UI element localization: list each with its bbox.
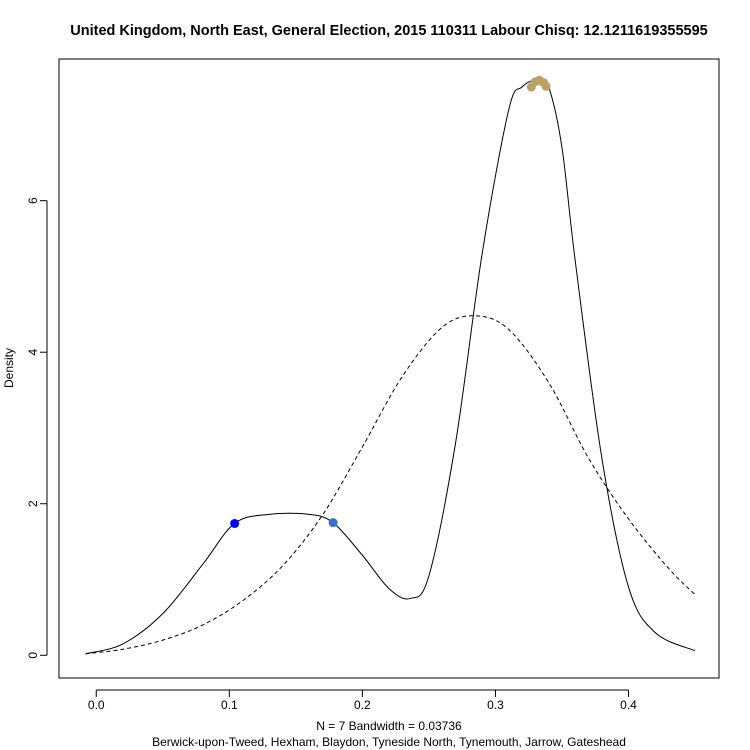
x-tick-label: 0.0 <box>88 698 105 712</box>
x-tick-label: 0.3 <box>487 698 504 712</box>
x-axis-label: N = 7 Bandwidth = 0.03736 <box>316 719 462 733</box>
y-tick-label: 2 <box>26 500 40 507</box>
data-point <box>328 518 338 528</box>
x-tick-label: 0.1 <box>221 698 238 712</box>
y-axis-label: Density <box>2 348 16 388</box>
y-tick-label: 0 <box>26 652 40 659</box>
y-tick-label: 6 <box>26 197 40 204</box>
data-point <box>230 518 240 528</box>
x-tick-label: 0.2 <box>354 698 371 712</box>
dashed-density-line <box>85 315 696 655</box>
x-axis: 0.0 0.1 0.2 0.3 0.4 <box>88 689 637 712</box>
points-layer <box>230 75 551 528</box>
data-point <box>541 81 551 91</box>
chart-title: United Kingdom, North East, General Elec… <box>70 23 707 39</box>
solid-density-line <box>85 78 696 655</box>
y-axis: 0 2 4 6 <box>26 197 48 659</box>
x-axis-sublabel: Berwick-upon-Tweed, Hexham, Blaydon, Tyn… <box>152 735 626 749</box>
x-tick-label: 0.4 <box>620 698 637 712</box>
plot-frame <box>58 58 720 679</box>
series-layer <box>85 78 696 655</box>
y-tick-label: 4 <box>26 349 40 356</box>
